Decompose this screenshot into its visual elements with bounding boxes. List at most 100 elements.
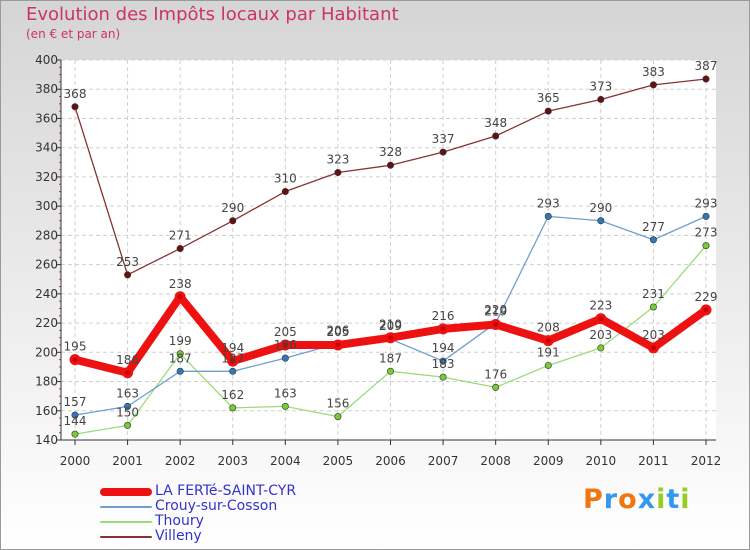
data-point	[647, 342, 659, 354]
y-tick-label: 280	[35, 228, 58, 242]
x-tick-label: 2008	[480, 454, 511, 468]
data-label: 205	[274, 325, 297, 339]
logo-letter: t	[666, 484, 681, 515]
data-label: 209	[379, 319, 402, 333]
x-tick-label: 2011	[638, 454, 669, 468]
data-label: 365	[537, 91, 560, 105]
legend-label: LA FERTé-SAINT-CYR	[155, 483, 297, 499]
logo-letter: i	[656, 484, 667, 515]
y-tick-label: 140	[35, 433, 58, 447]
data-point	[492, 132, 500, 140]
data-point	[122, 367, 134, 379]
data-label: 196	[274, 338, 297, 352]
chart-legend: LA FERTé-SAINT-CYR Crouy-sur-Cosson Thoury…	[100, 484, 296, 544]
data-label: 186	[116, 353, 139, 367]
data-label: 163	[116, 386, 139, 400]
data-point	[544, 107, 552, 115]
data-point	[281, 354, 289, 362]
data-label: 216	[432, 309, 455, 323]
data-label: 203	[642, 328, 665, 342]
data-point	[439, 148, 447, 156]
y-tick-label: 220	[35, 316, 58, 330]
data-point	[71, 411, 79, 419]
logo-letter: r	[603, 484, 619, 515]
data-label: 231	[642, 287, 665, 301]
data-label: 219	[484, 305, 507, 319]
data-label: 383	[642, 65, 665, 79]
y-tick-label: 200	[35, 345, 58, 359]
data-point	[176, 245, 184, 253]
data-point	[71, 430, 79, 438]
data-label: 273	[695, 226, 718, 240]
data-point	[174, 291, 186, 303]
data-point	[71, 103, 79, 111]
data-point	[334, 413, 342, 421]
y-tick-label: 320	[35, 170, 58, 184]
data-label: 194	[432, 341, 455, 355]
legend-label: Crouy-sur-Cosson	[155, 498, 278, 514]
y-tick-label: 180	[35, 375, 58, 389]
data-point	[702, 242, 710, 250]
data-point	[597, 344, 605, 352]
data-point	[544, 361, 552, 369]
data-point	[386, 161, 394, 169]
legend-swatch	[100, 535, 152, 538]
data-label: 144	[64, 414, 87, 428]
x-tick-label: 2004	[270, 454, 301, 468]
data-label: 203	[589, 328, 612, 342]
x-tick-label: 2007	[428, 454, 459, 468]
legend-label: Villeny	[155, 528, 202, 544]
x-tick-label: 2010	[586, 454, 617, 468]
data-point	[69, 354, 81, 366]
data-point	[385, 332, 396, 344]
legend-item: Villeny	[100, 529, 296, 544]
data-label: 238	[169, 277, 192, 291]
logo-letter: P	[583, 484, 604, 515]
data-point	[702, 212, 710, 220]
data-label: 348	[484, 116, 507, 130]
data-label: 199	[169, 334, 192, 348]
x-tick-label: 2001	[112, 454, 143, 468]
y-tick-label: 380	[35, 82, 58, 96]
y-tick-label: 400	[35, 53, 58, 67]
data-label: 271	[169, 229, 192, 243]
data-label: 183	[432, 357, 455, 371]
data-label: 191	[537, 345, 560, 359]
logo-letter: i	[680, 484, 691, 515]
data-label: 157	[64, 395, 87, 409]
data-label: 210	[379, 318, 402, 332]
chart-title: Evolution des Impôts locaux par Habitant	[26, 4, 399, 25]
data-label: 187	[169, 351, 192, 365]
data-label: 206	[326, 324, 349, 338]
y-tick-label: 240	[35, 287, 58, 301]
y-tick-label: 340	[35, 141, 58, 155]
data-label: 277	[642, 220, 665, 234]
data-point	[176, 350, 184, 358]
data-label: 162	[221, 388, 244, 402]
data-point	[437, 323, 449, 335]
legend-swatch	[100, 505, 152, 508]
data-point	[227, 355, 239, 367]
data-label: 328	[379, 145, 402, 159]
x-tick-label: 2012	[691, 454, 722, 468]
data-label: 150	[116, 405, 139, 419]
data-point	[490, 319, 502, 331]
data-point	[229, 217, 237, 225]
data-point	[492, 383, 500, 391]
x-tick-label: 2009	[533, 454, 564, 468]
data-point	[281, 402, 289, 410]
data-point	[124, 421, 132, 429]
data-label: 220	[484, 303, 507, 317]
logo-letter: o	[618, 484, 638, 515]
data-label: 223	[589, 299, 612, 313]
data-point	[334, 169, 342, 177]
data-label: 156	[326, 397, 349, 411]
data-point	[386, 367, 394, 375]
data-label: 293	[537, 196, 560, 210]
data-label: 323	[326, 153, 349, 167]
data-label: 194	[221, 341, 244, 355]
legend-label: Thoury	[155, 513, 204, 529]
legend-item: Crouy-sur-Cosson	[100, 499, 296, 514]
data-label: 290	[221, 201, 244, 215]
